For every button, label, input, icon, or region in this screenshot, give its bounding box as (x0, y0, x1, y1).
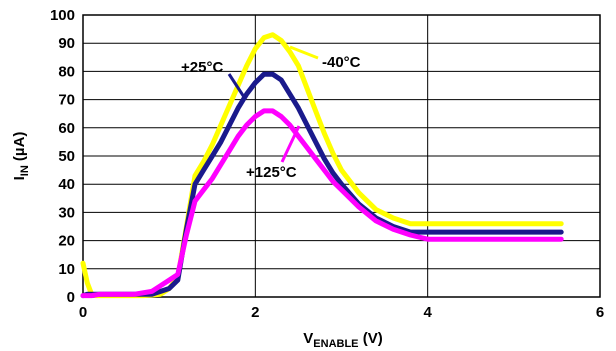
y-tick-label: 80 (58, 63, 75, 80)
x-tick-label: 6 (596, 304, 604, 321)
y-tick-label: 50 (58, 148, 75, 165)
series-layer (80, 32, 564, 299)
annotations: +25°C -40°C +125°C (181, 45, 361, 181)
annotation-leader-125c (280, 125, 301, 163)
x-tick-label: 2 (251, 304, 259, 321)
annotation-label-minus40c: -40°C (322, 54, 361, 71)
y-tick-label: 30 (58, 204, 75, 221)
x-axis-title: VENABLE (V) (303, 330, 382, 350)
grid (83, 15, 600, 297)
annotation-leader-minus40c (289, 45, 319, 60)
y-tick-label: 0 (67, 289, 75, 306)
y-tick-label: 10 (58, 261, 75, 278)
y-axis-title-sub: IN (19, 165, 31, 176)
y-tick-label: 100 (50, 7, 75, 24)
x-axis-title-sub: ENABLE (313, 338, 358, 350)
y-tick-label: 20 (58, 233, 75, 250)
annotation-leader-25c (227, 73, 246, 98)
y-tick-label: 90 (58, 35, 75, 52)
y-axis-title-unit: (µA) (11, 132, 28, 166)
series-line-plus125c (80, 108, 564, 299)
x-tick-labels: 0 2 4 6 (79, 304, 604, 321)
x-tick-label: 0 (79, 304, 87, 321)
x-tick-label: 4 (423, 304, 432, 321)
y-tick-label: 70 (58, 92, 75, 109)
y-axis-title-main: I (11, 176, 28, 180)
y-tick-label: 60 (58, 120, 75, 137)
x-axis-title-unit: (V) (359, 330, 383, 347)
y-tick-label: 40 (58, 176, 75, 193)
annotation-label-25c: +25°C (181, 59, 223, 76)
x-axis-title-main: V (303, 330, 313, 347)
annotation-label-125c: +125°C (246, 164, 297, 181)
y-axis-title: IIN (µA) (11, 132, 31, 181)
y-tick-labels: 0 10 20 30 40 50 60 70 80 90 100 (50, 7, 75, 306)
